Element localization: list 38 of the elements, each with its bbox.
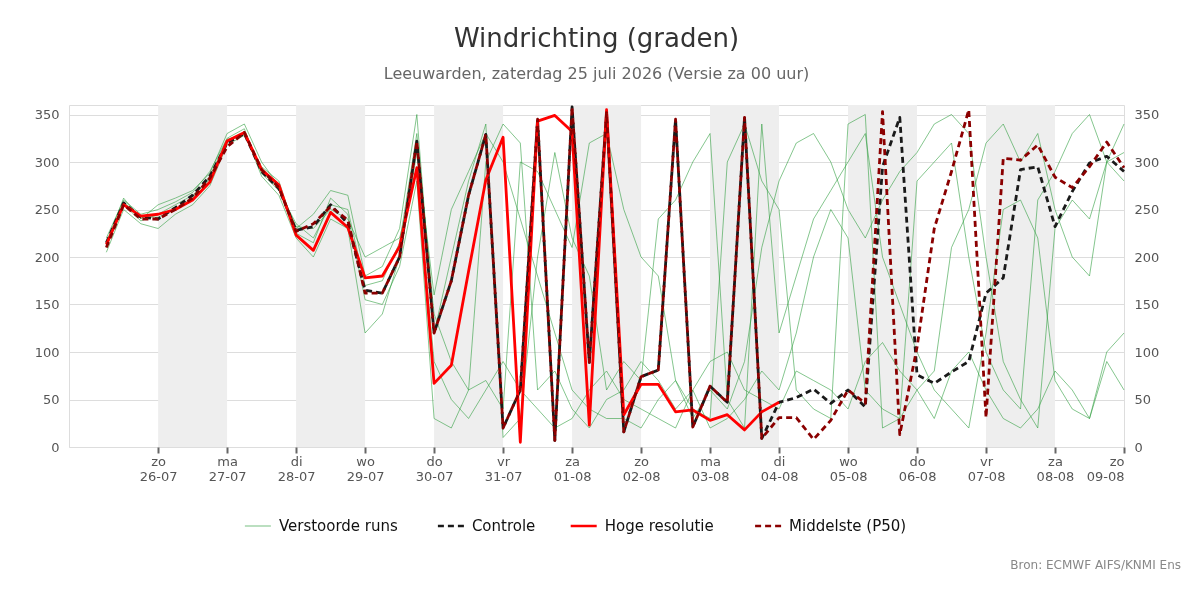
x-tick-label: wo 05-08 xyxy=(829,453,868,484)
x-tick-label: vr 31-07 xyxy=(484,453,523,484)
y-tick-label: 300 xyxy=(34,154,60,170)
x-tick-label: di 04-08 xyxy=(760,453,799,484)
y-tick-label: 0 xyxy=(51,439,60,455)
y2-tick-label: 200 xyxy=(1134,249,1160,265)
legend-label: Verstoorde runs xyxy=(278,517,399,535)
x-tick-label: vr 07-08 xyxy=(967,453,1006,484)
x-tick-label: ma 03-08 xyxy=(691,453,730,484)
y-tick-label: 250 xyxy=(34,202,60,217)
x-tick-label: ma 27-07 xyxy=(208,453,247,484)
y-tick-label: 50 xyxy=(42,392,60,407)
chart-subtitle: Leeuwarden, zaterdag 25 juli 2026 (Versie za 00 uur) xyxy=(383,64,810,84)
x-tick-label: za 01-08 xyxy=(553,453,592,484)
x-tick-label: do 06-08 xyxy=(898,453,937,484)
x-tick-label: zo 09-08 xyxy=(1086,453,1125,484)
y2-tick-label: 0 xyxy=(1134,439,1143,455)
y-tick-label: 100 xyxy=(34,344,60,360)
chart-title: Windrichting (graden) xyxy=(453,23,740,54)
legend-label: Controle xyxy=(471,517,536,535)
y2-tick-label: 50 xyxy=(1134,392,1152,407)
legend-label: Middelste (P50) xyxy=(789,517,907,535)
y-tick-label: 200 xyxy=(34,249,60,265)
y2-tick-label: 150 xyxy=(1134,297,1160,312)
legend-label: Hoge resolutie xyxy=(604,517,714,535)
x-tick-label: zo 26-07 xyxy=(139,453,178,484)
x-tick-label: wo 29-07 xyxy=(346,453,385,484)
text: Bron: ECMWF AIFS/KNMI Ens xyxy=(1010,558,1181,572)
y2-tick-label: 100 xyxy=(1134,344,1160,360)
y2-tick-label: 300 xyxy=(1134,154,1160,170)
y2-tick-label: 350 xyxy=(1134,107,1160,122)
x-tick-label: zo 02-08 xyxy=(622,453,661,484)
y-tick-label: 350 xyxy=(34,107,60,122)
x-tick-label: di 28-07 xyxy=(277,453,316,484)
x-tick-label: za 08-08 xyxy=(1036,453,1075,484)
y2-tick-label: 250 xyxy=(1134,202,1160,217)
x-tick-label: do 30-07 xyxy=(415,453,454,484)
y-tick-label: 150 xyxy=(34,297,60,312)
